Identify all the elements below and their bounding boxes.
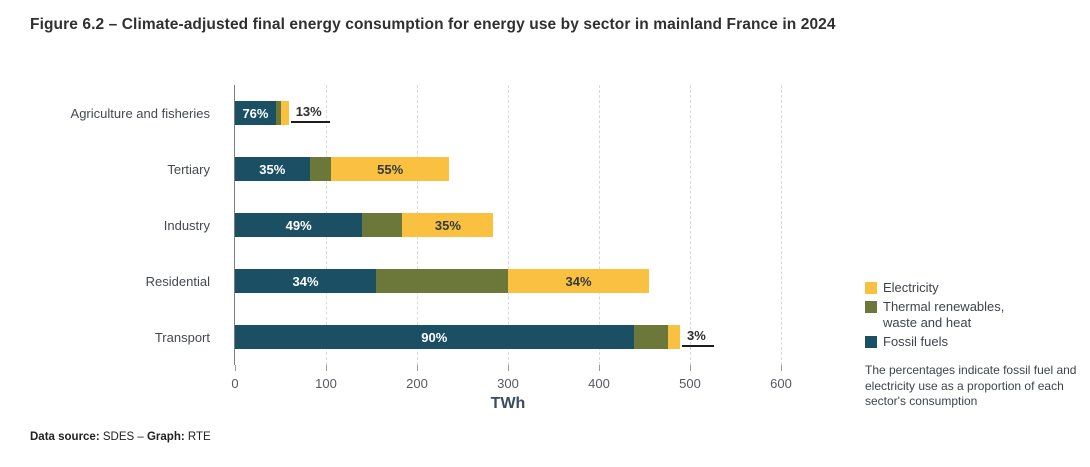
legend-label: Thermal renewables, waste and heat	[883, 299, 1005, 330]
axis-tick	[599, 365, 600, 371]
axis-tick	[781, 365, 782, 371]
stacked-bar: 35% 55%	[235, 157, 449, 181]
segment-percent-label: 90%	[421, 329, 448, 345]
bar-segment-fossil: 76%	[235, 101, 276, 125]
bar-segment-fossil: 34%	[235, 269, 377, 293]
segment-percent-label: 35%	[259, 161, 286, 177]
axis-tick	[417, 365, 418, 371]
axis-tick-label: 300	[497, 376, 519, 391]
stacked-bar: 49% 35%	[235, 213, 494, 237]
bar-segment-thermal	[376, 269, 508, 293]
segment-percent-label: 35%	[434, 217, 461, 233]
axis-tick	[508, 365, 509, 371]
axis-tick	[690, 365, 691, 371]
bar-rows: 76% 13% 35% 55% 49% 35% 34% 34% 90% 3%	[235, 85, 810, 365]
axis-tick-label: 200	[406, 376, 428, 391]
stacked-bar-chart: Agriculture and fisheries Tertiary Industr…	[30, 85, 820, 415]
category-label: Transport	[154, 329, 210, 345]
legend-swatch-fossil	[865, 336, 877, 348]
bar-segment-thermal	[633, 325, 669, 349]
bar-segment-fossil: 35%	[235, 157, 310, 181]
legend-item-fossil: Fossil fuels	[865, 334, 1004, 350]
source-value: SDES –	[99, 431, 147, 443]
legend-swatch-electricity	[865, 282, 877, 294]
segment-percent-label: 13%	[290, 103, 330, 123]
graph-label: Graph:	[146, 431, 185, 443]
bar-segment-thermal	[362, 213, 403, 237]
axis-tick	[326, 365, 327, 371]
figure-title: Figure 6.2 – Climate-adjusted final ener…	[30, 16, 836, 33]
legend-label: Electricity	[883, 280, 939, 295]
plot-area: 76% 13% 35% 55% 49% 35% 34% 34% 90% 3% 0 100 200 300…	[231, 85, 810, 412]
axis-tick-label: 400	[588, 376, 610, 391]
category-label: Industry	[163, 217, 210, 233]
stacked-bar: 34% 34%	[235, 269, 650, 293]
outside-percent-callout: 3%	[681, 325, 714, 349]
outside-percent-callout: 13%	[290, 101, 330, 125]
bar-segment-thermal	[309, 157, 332, 181]
bar-segment-electricity: 55%	[331, 157, 449, 181]
bar-row: 49% 35%	[235, 197, 810, 253]
category-label: Agriculture and fisheries	[70, 105, 210, 121]
category-label: Tertiary	[167, 161, 210, 177]
segment-percent-label: 49%	[285, 217, 312, 233]
graph-value: RTE	[184, 431, 211, 443]
data-source-credit: Data source: SDES – Graph: RTE	[30, 431, 211, 443]
segment-percent-label: 34%	[292, 273, 319, 289]
legend-swatch-thermal	[865, 301, 877, 313]
stacked-bar: 90%	[235, 325, 680, 349]
segment-percent-label: 76%	[242, 105, 269, 121]
percentages-note: The percentages indicate fossil fuel and…	[865, 363, 1077, 408]
category-label: Residential	[145, 273, 210, 289]
legend-label: Fossil fuels	[883, 334, 949, 349]
bar-segment-electricity: 34%	[507, 269, 650, 293]
x-axis-title: TWh	[490, 395, 526, 412]
gridline	[599, 85, 600, 365]
gridline	[781, 85, 782, 365]
axis-tick-label: 0	[231, 376, 239, 391]
bar-segment-thermal	[275, 101, 282, 125]
legend: Electricity Thermal renewables, waste and…	[865, 280, 1004, 353]
bar-segment-fossil: 49%	[235, 213, 363, 237]
stacked-bar: 76%	[235, 101, 289, 125]
bar-row: 35% 55%	[235, 141, 810, 197]
bar-segment-electricity	[668, 325, 680, 349]
axis-tick-label: 500	[679, 376, 701, 391]
axis-tick-label: 100	[315, 376, 337, 391]
segment-percent-label: 34%	[565, 273, 592, 289]
bar-row: 90% 3%	[235, 309, 810, 365]
gridline	[508, 85, 509, 365]
legend-item-thermal: Thermal renewables, waste and heat	[865, 299, 1004, 331]
gridline	[690, 85, 691, 365]
segment-percent-label: 55%	[377, 161, 404, 177]
segment-percent-label: 3%	[681, 327, 714, 347]
bar-row: 34% 34%	[235, 253, 810, 309]
axis-tick	[235, 365, 236, 371]
source-label: Data source:	[30, 431, 100, 443]
category-axis: Agriculture and fisheries Tertiary Industr…	[30, 85, 222, 365]
bar-segment-electricity: 35%	[402, 213, 494, 237]
bar-segment-electricity	[281, 101, 289, 125]
axis-tick-label: 600	[770, 376, 792, 391]
legend-item-electricity: Electricity	[865, 280, 1004, 296]
bar-row: 76% 13%	[235, 85, 810, 141]
bar-segment-fossil: 90%	[235, 325, 634, 349]
